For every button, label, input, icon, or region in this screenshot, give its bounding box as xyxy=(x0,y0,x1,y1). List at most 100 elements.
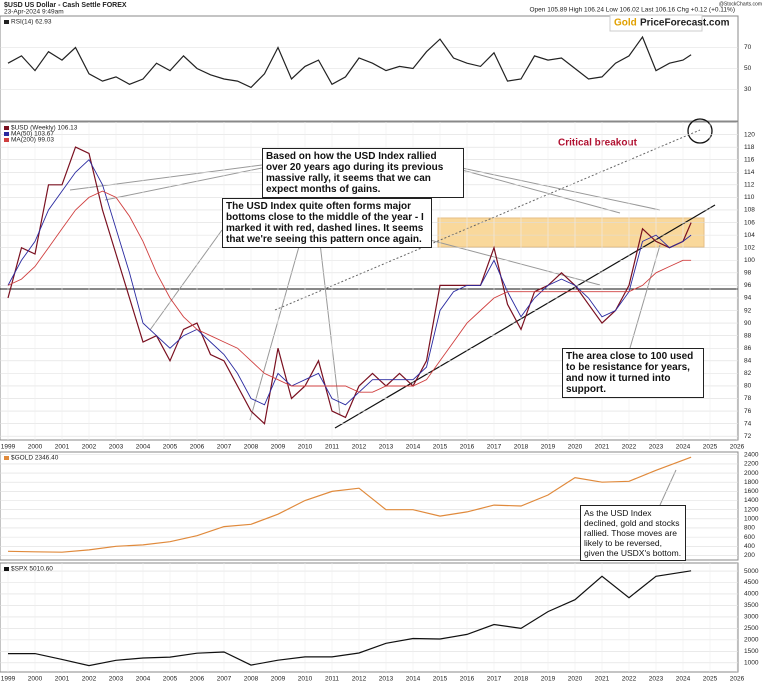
x-tick-label: 2024 xyxy=(676,444,691,451)
legend-swatch xyxy=(4,138,9,142)
x-tick-label: 2022 xyxy=(622,676,637,682)
header-date: 23-Apr-2024 9:49am xyxy=(4,9,64,16)
x-tick-label: 2015 xyxy=(433,444,448,451)
x-tick-label: 2001 xyxy=(55,676,70,682)
x-tick-label: 2026 xyxy=(730,444,745,451)
x-tick-label: 2010 xyxy=(298,444,313,451)
legend-swatch xyxy=(4,567,9,571)
x-tick-label: 2004 xyxy=(136,676,151,682)
x-tick-label: 1999 xyxy=(1,676,16,682)
x-tick-label: 2008 xyxy=(244,444,259,451)
x-tick-label: 2022 xyxy=(622,444,637,451)
y-tick-label: 106 xyxy=(744,219,755,226)
x-tick-label: 2018 xyxy=(514,444,529,451)
y-tick-label: 98 xyxy=(744,270,752,277)
y-tick-label: 84 xyxy=(744,358,752,365)
x-tick-label: 2021 xyxy=(595,676,610,682)
x-tick-label: 2011 xyxy=(325,444,339,451)
x-tick-label: 2009 xyxy=(271,444,286,451)
x-tick-label: 2020 xyxy=(568,676,583,682)
y-tick-label: 1000 xyxy=(744,660,759,667)
y-tick-label: 96 xyxy=(744,282,752,289)
x-tick-label: 2004 xyxy=(136,444,151,451)
note: Based on how the USD Index rallied over … xyxy=(262,148,464,198)
legend-label: MA(200) 99.03 xyxy=(11,137,54,144)
y-tick-label: 2200 xyxy=(744,461,759,468)
legend-swatch xyxy=(4,20,9,24)
x-tick-label: 2008 xyxy=(244,676,259,682)
y-tick-label: 118 xyxy=(744,144,755,151)
y-tick-label: 116 xyxy=(744,156,755,163)
target-circle xyxy=(687,118,713,144)
x-tick-label: 2023 xyxy=(649,444,664,451)
y-tick-label: 94 xyxy=(744,295,752,302)
spx-panel xyxy=(0,562,739,673)
legend-label: $USD (Weekly) 106.13 xyxy=(11,125,78,132)
y-tick-label: 1800 xyxy=(744,479,759,486)
x-tick-label: 2005 xyxy=(163,676,178,682)
y-tick-label: 74 xyxy=(744,420,752,427)
y-tick-label: 5000 xyxy=(744,568,759,575)
y-tick-label: 86 xyxy=(744,345,752,352)
legend-label: $GOLD 2346.40 xyxy=(11,455,59,462)
y-tick-label: 72 xyxy=(744,433,752,440)
y-tick-label: 30 xyxy=(744,86,752,93)
x-tick-label: 2000 xyxy=(28,676,43,682)
series-line xyxy=(7,35,692,89)
y-tick-label: 82 xyxy=(744,370,752,377)
y-tick-label: 4000 xyxy=(744,591,759,598)
x-tick-label: 2005 xyxy=(163,444,178,451)
x-tick-label: 1999 xyxy=(1,444,16,451)
legend-label: RSI(14) 62.93 xyxy=(11,19,52,26)
y-tick-label: 2000 xyxy=(744,470,759,477)
legend-label: MA(50) 103.67 xyxy=(11,131,54,138)
x-tick-label: 2014 xyxy=(406,676,421,682)
x-tick-label: 2007 xyxy=(217,676,232,682)
breakout-label: Critical breakout xyxy=(558,138,638,149)
x-tick-label: 2018 xyxy=(514,676,529,682)
x-tick-label: 2006 xyxy=(190,676,205,682)
logo-box xyxy=(609,14,703,32)
y-tick-label: 800 xyxy=(744,525,755,532)
note: As the USD Index declined, gold and stoc… xyxy=(580,505,686,561)
y-tick-label: 90 xyxy=(744,320,752,327)
connectors xyxy=(69,164,677,506)
x-tick-label: 2026 xyxy=(730,676,745,682)
y-tick-label: 2000 xyxy=(744,637,759,644)
usd-panel xyxy=(0,121,739,441)
x-tick-label: 2019 xyxy=(541,444,556,451)
y-tick-label: 200 xyxy=(744,552,755,559)
y-tick-label: 88 xyxy=(744,332,752,339)
y-tick-label: 1500 xyxy=(744,648,759,655)
y-tick-label: 76 xyxy=(744,408,752,415)
y-tick-label: 600 xyxy=(744,534,755,541)
x-tick-label: 2003 xyxy=(109,444,124,451)
y-tick-label: 92 xyxy=(744,307,752,314)
x-tick-label: 2021 xyxy=(595,444,610,451)
legend-label: $SPX 5010.60 xyxy=(11,566,53,573)
y-tick-label: 102 xyxy=(744,244,755,251)
y-tick-label: 78 xyxy=(744,395,752,402)
y-tick-label: 100 xyxy=(744,257,755,264)
x-tick-label: 2012 xyxy=(352,676,367,682)
credit: @StockCharts.com xyxy=(719,1,762,7)
y-tick-label: 70 xyxy=(744,44,752,51)
logo-text: PriceForecast.com xyxy=(640,18,730,29)
x-tick-label: 2025 xyxy=(703,444,718,451)
x-tick-label: 2012 xyxy=(352,444,367,451)
y-tick-label: 104 xyxy=(744,232,755,239)
y-tick-label: 400 xyxy=(744,543,755,550)
x-tick-label: 2006 xyxy=(190,444,205,451)
y-tick-label: 1600 xyxy=(744,488,759,495)
y-tick-label: 1000 xyxy=(744,516,759,523)
y-tick-label: 4500 xyxy=(744,579,759,586)
x-tick-label: 2011 xyxy=(325,676,339,682)
x-tick-label: 2017 xyxy=(487,676,502,682)
x-tick-label: 2002 xyxy=(82,676,97,682)
x-tick-label: 2013 xyxy=(379,444,394,451)
x-tick-label: 2007 xyxy=(217,444,232,451)
x-tick-label: 2016 xyxy=(460,444,475,451)
x-tick-label: 2013 xyxy=(379,676,394,682)
